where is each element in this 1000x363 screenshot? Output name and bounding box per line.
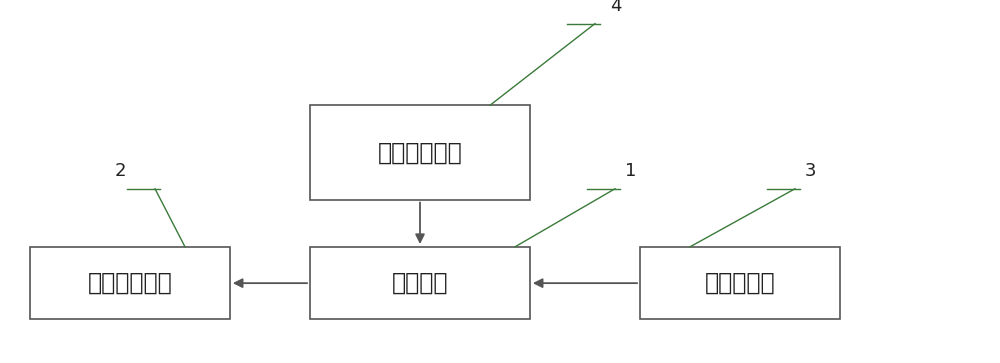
Text: 位置传感器: 位置传感器 bbox=[705, 271, 775, 295]
Text: 3: 3 bbox=[805, 162, 816, 180]
Text: 角速度传感器: 角速度传感器 bbox=[378, 140, 462, 164]
Bar bbox=[310, 247, 530, 319]
Bar bbox=[640, 247, 840, 319]
Text: 1: 1 bbox=[625, 162, 636, 180]
Text: 2: 2 bbox=[115, 162, 126, 180]
Bar bbox=[310, 105, 530, 200]
Text: 电机驱动电路: 电机驱动电路 bbox=[88, 271, 172, 295]
Text: 控制电路: 控制电路 bbox=[392, 271, 448, 295]
Bar bbox=[30, 247, 230, 319]
Text: 4: 4 bbox=[610, 0, 622, 15]
